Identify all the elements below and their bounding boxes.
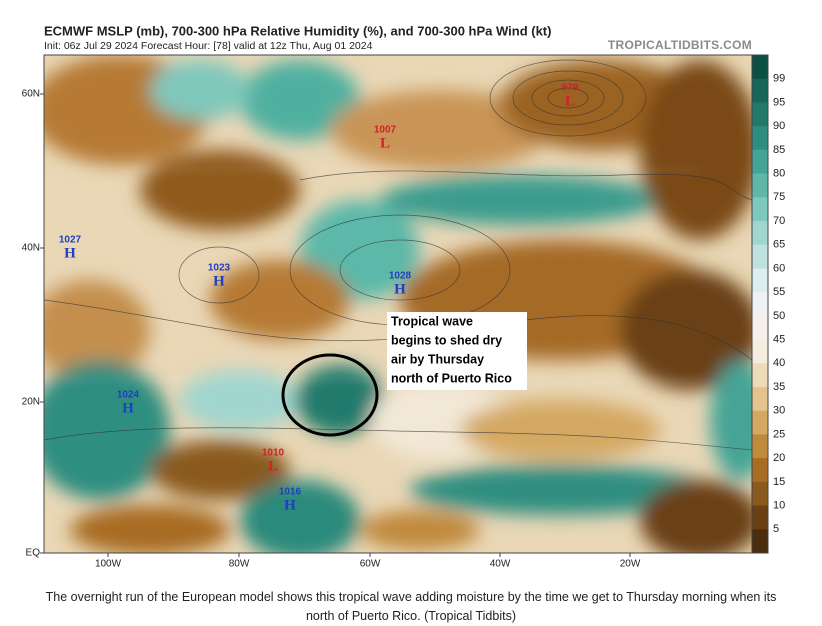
- map-title: ECMWF MSLP (mb), 700-300 hPa Relative Hu…: [44, 23, 551, 38]
- annotation: Tropical wave begins to shed dry air by Th…: [391, 314, 512, 385]
- pressure-letter: L: [565, 93, 575, 109]
- colorbar-label: 85: [773, 144, 785, 156]
- colorbar-segment: [752, 221, 768, 246]
- colorbar-segment: [752, 102, 768, 127]
- colorbar-label: 99: [773, 73, 785, 85]
- colorbar-label: 30: [773, 405, 785, 417]
- colorbar-label: 60: [773, 262, 785, 274]
- lon-label: 60W: [360, 559, 381, 570]
- highlight-circle: [281, 353, 379, 437]
- colorbar-segment: [752, 363, 768, 388]
- colorbar: 99 95 90 85 80 75 70 65 60 55 50 45 40 35 30 25 20 15 10 5: [751, 54, 785, 554]
- pressure-letter: H: [64, 245, 76, 261]
- colorbar-frame: [751, 54, 769, 554]
- colorbar-label: 25: [773, 428, 785, 440]
- colorbar-segment: [752, 244, 768, 269]
- annotation-line: air by Thursday: [391, 352, 484, 366]
- annotation-line: Tropical wave: [391, 314, 473, 328]
- colorbar-segment: [752, 78, 768, 103]
- colorbar-segment: [752, 55, 768, 80]
- lon-label: 100W: [95, 559, 122, 570]
- pressure-value: 1024: [117, 390, 140, 401]
- colorbar-segment: [752, 505, 768, 530]
- lon-label: 20W: [620, 559, 641, 570]
- colorbar-segment: [752, 458, 768, 483]
- colorbar-segment: [752, 197, 768, 222]
- colorbar-label: 70: [773, 215, 785, 227]
- lat-label: EQ: [26, 548, 41, 559]
- pressure-letter: H: [122, 400, 134, 416]
- source-label: TROPICALTIDBITS.COM: [608, 38, 752, 52]
- pressure-value: 1010: [262, 448, 285, 459]
- annotation-box: [387, 312, 527, 390]
- colorbar-label: 20: [773, 452, 785, 464]
- humidity-field: [44, 55, 752, 553]
- colorbar-label: 50: [773, 310, 785, 322]
- pressure-letter: L: [380, 135, 390, 151]
- caption-line: north of Puerto Rico. (Tropical Tidbits): [305, 609, 517, 623]
- colorbar-label: 55: [773, 286, 785, 298]
- colorbar-segment: [752, 315, 768, 341]
- lon-label: 40W: [490, 559, 511, 570]
- caption: The overnight run of the European model …: [0, 588, 822, 626]
- colorbar-label: 90: [773, 120, 785, 132]
- colorbar-label: 35: [773, 381, 785, 393]
- lat-label: 40N: [22, 243, 40, 254]
- pressure-letter: H: [284, 497, 296, 513]
- colorbar-label: 80: [773, 167, 785, 179]
- map-subtitle: Init: 06z Jul 29 2024 Forecast Hour: [78…: [44, 40, 373, 52]
- axes: 60N 40N 20N EQ 100W 80W 60W 40W 20W: [22, 89, 641, 570]
- colorbar-segment: [752, 481, 768, 507]
- pressure-value: 1023: [208, 263, 231, 274]
- pressure-value: 979: [562, 83, 579, 94]
- annotation-line: north of Puerto Rico: [391, 371, 512, 385]
- pressure-letter: H: [394, 281, 406, 297]
- colorbar-segment: [752, 268, 768, 293]
- colorbar-segment: [752, 339, 768, 364]
- colorbar-segment: [752, 529, 768, 554]
- pressure-value: 1027: [59, 235, 82, 246]
- colorbar-label: 65: [773, 239, 785, 251]
- colorbar-label: 15: [773, 476, 785, 488]
- colorbar-segment: [752, 410, 768, 435]
- colorbar-segment: [752, 173, 768, 198]
- colorbar-segment: [752, 434, 768, 459]
- lon-label: 80W: [229, 559, 250, 570]
- pressure-value: 1007: [374, 125, 397, 136]
- colorbar-segment: [752, 149, 768, 175]
- forecast-map: ECMWF MSLP (mb), 700-300 hPa Relative Hu…: [22, 23, 786, 570]
- colorbar-label: 45: [773, 333, 785, 345]
- lat-label: 60N: [22, 89, 40, 100]
- pressure-letter: L: [268, 458, 278, 474]
- lat-label: 20N: [22, 397, 40, 408]
- colorbar-label: 5: [773, 523, 779, 535]
- colorbar-segment: [752, 387, 768, 412]
- annotation-line: begins to shed dry: [391, 333, 502, 347]
- colorbar-segment: [752, 126, 768, 151]
- colorbar-label: 95: [773, 96, 785, 108]
- colorbar-label: 40: [773, 357, 785, 369]
- pressure-value: 1028: [389, 271, 412, 282]
- pressure-letter: H: [213, 273, 225, 289]
- pressure-value: 1016: [279, 487, 302, 498]
- colorbar-label: 75: [773, 191, 785, 203]
- colorbar-label: 10: [773, 499, 785, 511]
- caption-line: The overnight run of the European model …: [45, 590, 777, 604]
- colorbar-segment: [752, 292, 768, 317]
